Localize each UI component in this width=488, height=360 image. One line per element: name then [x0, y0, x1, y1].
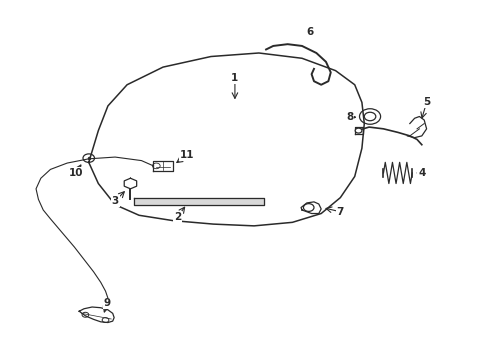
Text: 11: 11 [180, 150, 194, 160]
Circle shape [354, 128, 361, 133]
Text: 8: 8 [346, 112, 353, 122]
Text: 7: 7 [336, 207, 344, 217]
Text: 3: 3 [111, 196, 119, 206]
Text: 9: 9 [103, 298, 110, 309]
Text: 5: 5 [422, 98, 429, 107]
Text: 4: 4 [417, 168, 425, 178]
Text: 10: 10 [68, 168, 83, 178]
Text: 2: 2 [173, 212, 181, 222]
Text: 6: 6 [305, 27, 313, 37]
Text: 1: 1 [231, 73, 238, 83]
